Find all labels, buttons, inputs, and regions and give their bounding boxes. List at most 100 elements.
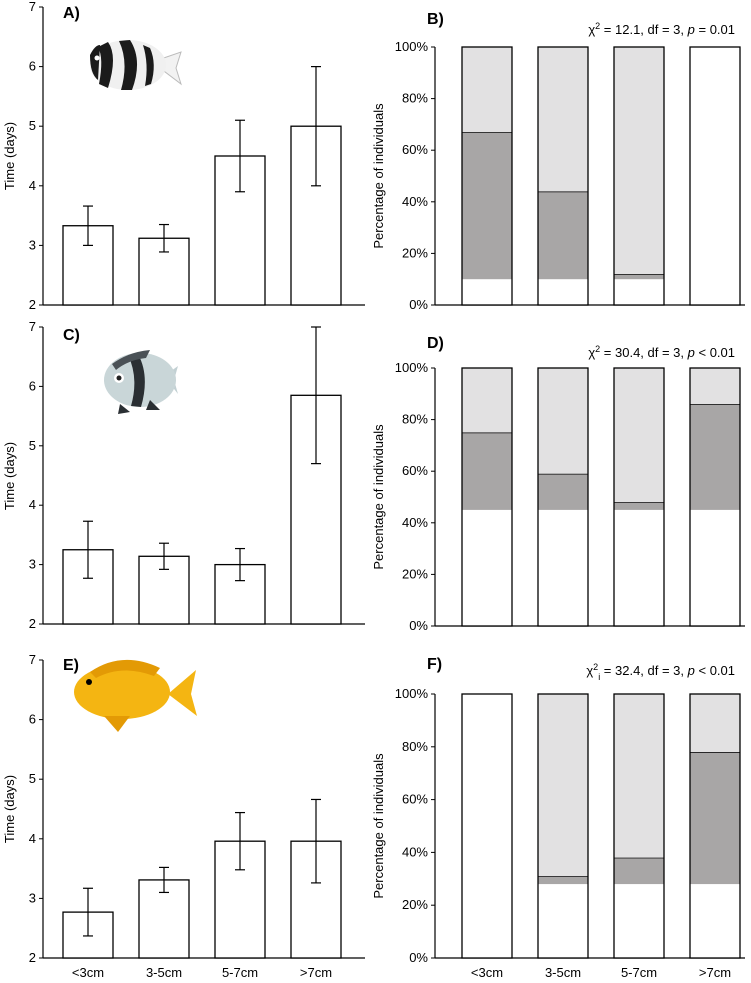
x-tick-label: 3-5cm [146, 965, 182, 980]
bar [461, 693, 513, 959]
y-tick-label: 80% [402, 739, 428, 754]
panel-label: F) [427, 656, 442, 673]
chart-panel-b: B) χ2 = 12.1, df = 3, p = 0.01 Percentag… [371, 11, 745, 312]
bar-segment [614, 502, 664, 510]
y-tick-label: 80% [402, 412, 428, 427]
y-tick-label: 7 [29, 0, 36, 14]
y-tick-label: 6 [29, 59, 36, 74]
bar-segment [614, 884, 664, 958]
x-tick-label: >7cm [699, 965, 731, 980]
lemon-damselfish-icon [74, 659, 197, 732]
bar-segment [462, 694, 512, 958]
bar [689, 693, 741, 959]
y-tick-label: 7 [29, 652, 36, 667]
bar-segment [690, 404, 740, 510]
bar-segment [538, 884, 588, 958]
bar-segment [462, 132, 512, 280]
bar-segment [538, 694, 588, 877]
x-tick-label: 5-7cm [222, 965, 258, 980]
chi-square-statistic: χ2 = 12.1, df = 3, p = 0.01 [588, 21, 735, 37]
x-tick-label: >7cm [300, 965, 332, 980]
bar-segment [462, 432, 512, 510]
bar [613, 693, 665, 959]
y-tick-label: 3 [29, 237, 36, 252]
bar-segment [690, 884, 740, 958]
bar [689, 46, 741, 306]
bar-segment [538, 473, 588, 510]
y-tick-label: 2 [29, 616, 36, 631]
humbug-damselfish-icon [90, 40, 182, 90]
x-tick-label: <3cm [471, 965, 503, 980]
y-tick-label: 4 [29, 831, 36, 846]
panel-label: B) [427, 11, 444, 28]
fish-illustration [90, 40, 182, 90]
bar [613, 367, 665, 627]
panel-label: A) [63, 5, 80, 22]
y-tick-label: 20% [402, 897, 428, 912]
y-tick-label: 3 [29, 557, 36, 572]
y-tick-label: 60% [402, 792, 428, 807]
bar-segment [462, 47, 512, 133]
y-tick-label: 40% [402, 194, 428, 209]
y-axis-label: Percentage of individuals [371, 753, 386, 899]
y-axis-label: Percentage of individuals [371, 424, 386, 570]
x-tick-label: <3cm [72, 965, 104, 980]
bar-segment [462, 368, 512, 433]
bar-segment [614, 47, 664, 275]
x-tick-label: 5-7cm [621, 965, 657, 980]
y-tick-label: 20% [402, 566, 428, 581]
panel-label: C) [63, 327, 80, 344]
chart-panel-d: D) χ2 = 30.4, df = 3, p < 0.01 Percentag… [371, 335, 745, 633]
y-tick-label: 100% [395, 39, 429, 54]
y-tick-label: 4 [29, 178, 36, 193]
bar-segment [690, 368, 740, 405]
y-tick-label: 4 [29, 497, 36, 512]
chart-panel-f: F) χ2i = 32.4, df = 3, p < 0.01 Percenta… [371, 656, 745, 980]
fish-illustration [74, 659, 197, 732]
y-tick-label: 2 [29, 950, 36, 965]
y-tick-label: 20% [402, 245, 428, 260]
fish-illustration [104, 350, 178, 414]
bar-segment [538, 191, 588, 280]
y-tick-label: 5 [29, 438, 36, 453]
bar-segment [690, 752, 740, 885]
y-tick-label: 6 [29, 378, 36, 393]
bar-segment [538, 509, 588, 626]
y-tick-label: 0% [409, 618, 428, 633]
chart-panel-e: E) Time (days) 2 3 4 5 6 7 <3cm 3-5cm 5-7cm >7cm [2, 652, 365, 980]
panel-label: E) [63, 657, 79, 674]
y-tick-label: 5 [29, 771, 36, 786]
bar-segment [614, 857, 664, 885]
chi-square-statistic: χ2i = 32.4, df = 3, p < 0.01 [586, 662, 735, 682]
chart-panel-c: C) Time (days) 2 3 4 5 6 7 [2, 319, 365, 631]
bar-segment [462, 509, 512, 626]
bar-segment [538, 47, 588, 192]
y-tick-label: 100% [395, 686, 429, 701]
y-tick-label: 7 [29, 319, 36, 334]
y-tick-label: 0% [409, 950, 428, 965]
bar-segment [614, 694, 664, 858]
x-tick-label: 3-5cm [545, 965, 581, 980]
bar-segment [538, 279, 588, 305]
bar-segment [690, 509, 740, 626]
y-tick-label: 40% [402, 844, 428, 859]
y-axis-label: Time (days) [2, 442, 17, 510]
bar-segment [690, 47, 740, 305]
three-spot-damselfish-icon [104, 350, 178, 414]
y-tick-label: 5 [29, 118, 36, 133]
y-tick-label: 80% [402, 91, 428, 106]
bar [689, 367, 741, 627]
y-tick-label: 60% [402, 463, 428, 478]
chi-square-statistic: χ2 = 30.4, df = 3, p < 0.01 [588, 344, 735, 360]
bar-segment [538, 876, 588, 885]
bar [537, 693, 589, 959]
bar-segment [538, 368, 588, 474]
bar-segment [614, 274, 664, 280]
y-axis-label: Time (days) [2, 775, 17, 843]
bar [537, 46, 589, 306]
bar [537, 367, 589, 627]
bar-segment [614, 368, 664, 503]
y-tick-label: 0% [409, 297, 428, 312]
y-axis-label: Time (days) [2, 122, 17, 190]
